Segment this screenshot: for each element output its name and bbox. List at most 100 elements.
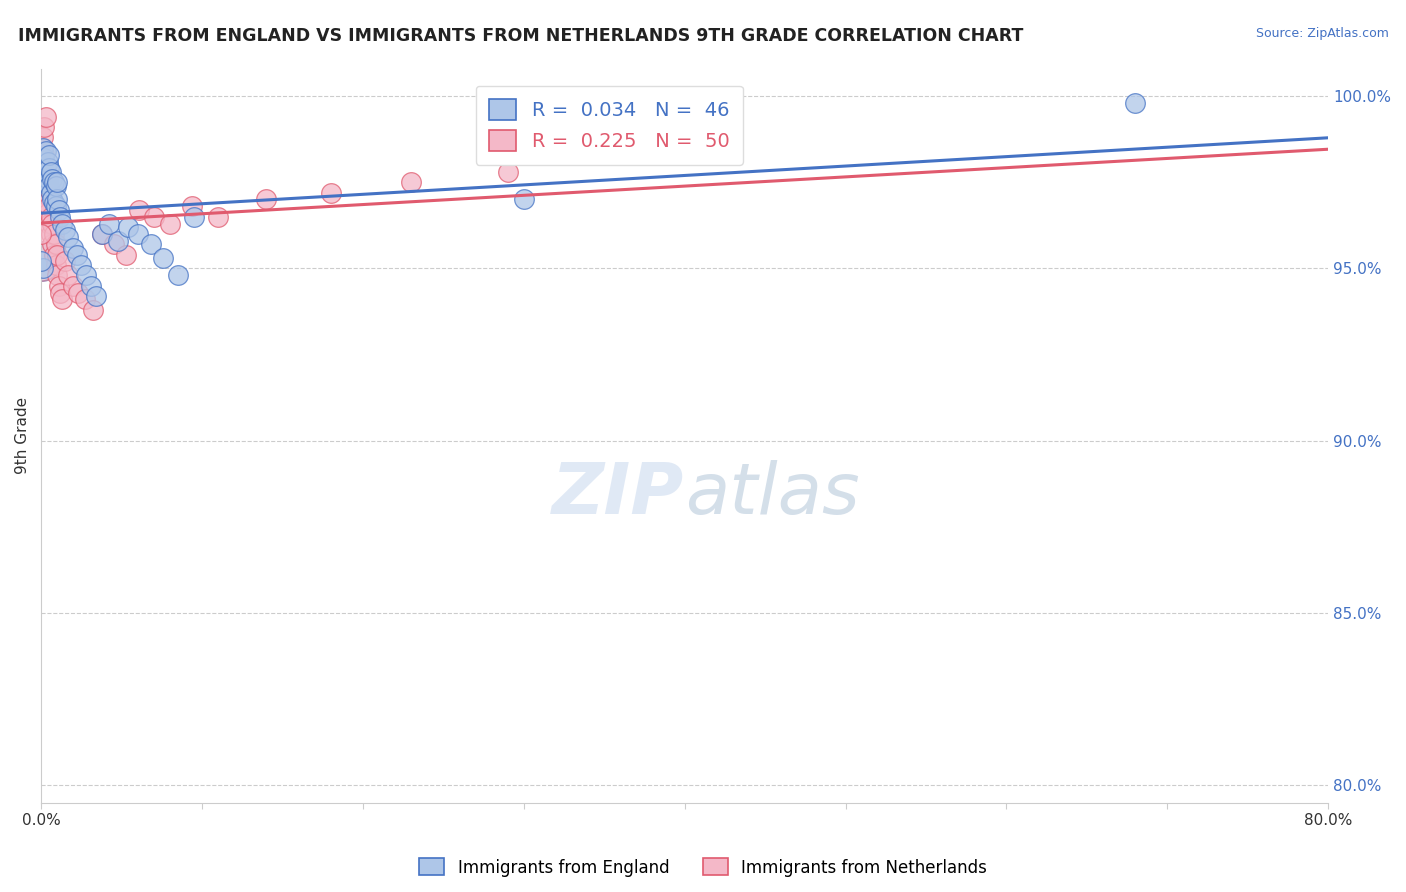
Point (115, 247, 138, 261)
Point (35, 178, 58, 193)
Point (62, 241, 84, 255)
Point (46, 247, 69, 261)
Point (35, 161, 58, 176)
Point (41, 171, 63, 186)
Point (159, 217, 181, 231)
Point (139, 237, 162, 252)
Point (38, 217, 60, 231)
Point (53, 223, 76, 237)
Point (34, 151, 56, 165)
Text: Source: ZipAtlas.com: Source: ZipAtlas.com (1256, 27, 1389, 40)
Point (42, 195, 65, 210)
Point (35, 145, 58, 159)
Point (82, 302, 104, 317)
Point (51, 293, 73, 307)
Point (39, 186, 62, 200)
Point (46, 268, 69, 283)
Point (39, 165, 62, 179)
Point (34, 147, 56, 161)
Point (30, 227, 52, 241)
Point (30, 254, 52, 268)
Point (73, 293, 96, 307)
Point (38, 147, 60, 161)
Point (58, 268, 80, 283)
Point (39, 210, 62, 224)
Point (51, 217, 73, 231)
Point (254, 193, 277, 207)
Point (39, 227, 62, 241)
Point (31, 158, 53, 172)
Point (48, 278, 70, 293)
Point (58, 230, 80, 244)
Point (37, 154, 59, 169)
Point (127, 227, 149, 241)
Point (80, 278, 103, 293)
Point (38, 161, 60, 176)
Point (42, 227, 65, 241)
Point (496, 165, 519, 179)
Point (513, 193, 536, 207)
Point (48, 202, 70, 217)
Point (49, 285, 72, 300)
Point (34, 165, 56, 179)
Point (45, 237, 67, 252)
Point (1123, 95, 1146, 110)
Point (34, 120, 56, 134)
Point (38, 182, 60, 196)
Point (45, 199, 67, 213)
Point (399, 175, 422, 189)
Point (31, 158, 53, 172)
Point (152, 251, 174, 265)
Point (166, 268, 188, 283)
Point (70, 258, 93, 272)
Point (49, 210, 72, 224)
Point (53, 254, 76, 268)
Text: atlas: atlas (685, 459, 859, 529)
Point (142, 210, 165, 224)
Text: IMMIGRANTS FROM ENGLAND VS IMMIGRANTS FROM NETHERLANDS 9TH GRADE CORRELATION CHA: IMMIGRANTS FROM ENGLAND VS IMMIGRANTS FR… (18, 27, 1024, 45)
Point (181, 199, 204, 213)
Point (97, 217, 120, 231)
Text: ZIP: ZIP (553, 459, 685, 529)
Point (31, 141, 53, 155)
Point (107, 234, 129, 248)
Point (41, 237, 63, 252)
Point (31, 141, 53, 155)
Point (38, 199, 60, 213)
Point (45, 178, 67, 193)
Point (37, 206, 59, 220)
Point (34, 186, 56, 200)
Point (46, 193, 69, 207)
Point (91, 227, 114, 241)
Point (207, 210, 229, 224)
Point (42, 175, 65, 189)
Y-axis label: 9th Grade: 9th Grade (15, 397, 30, 474)
Point (183, 210, 205, 224)
Point (31, 130, 53, 145)
Point (128, 202, 150, 217)
Point (103, 237, 125, 252)
Point (65, 247, 87, 261)
Point (30, 254, 52, 268)
Point (31, 175, 53, 189)
Point (35, 110, 58, 124)
Point (35, 195, 58, 210)
Point (37, 189, 59, 203)
Point (91, 227, 114, 241)
Point (37, 171, 59, 186)
Point (38, 178, 60, 193)
Legend: R =  0.034   N =  46, R =  0.225   N =  50: R = 0.034 N = 46, R = 0.225 N = 50 (475, 86, 744, 165)
Point (30, 254, 52, 268)
Point (31, 261, 53, 276)
Point (42, 247, 65, 261)
Point (46, 175, 69, 189)
Point (41, 217, 63, 231)
Point (35, 161, 58, 176)
Point (37, 171, 59, 186)
Point (35, 175, 58, 189)
Point (319, 186, 342, 200)
Point (67, 285, 90, 300)
Point (62, 278, 84, 293)
Legend: Immigrants from England, Immigrants from Netherlands: Immigrants from England, Immigrants from… (412, 852, 994, 883)
Point (75, 268, 97, 283)
